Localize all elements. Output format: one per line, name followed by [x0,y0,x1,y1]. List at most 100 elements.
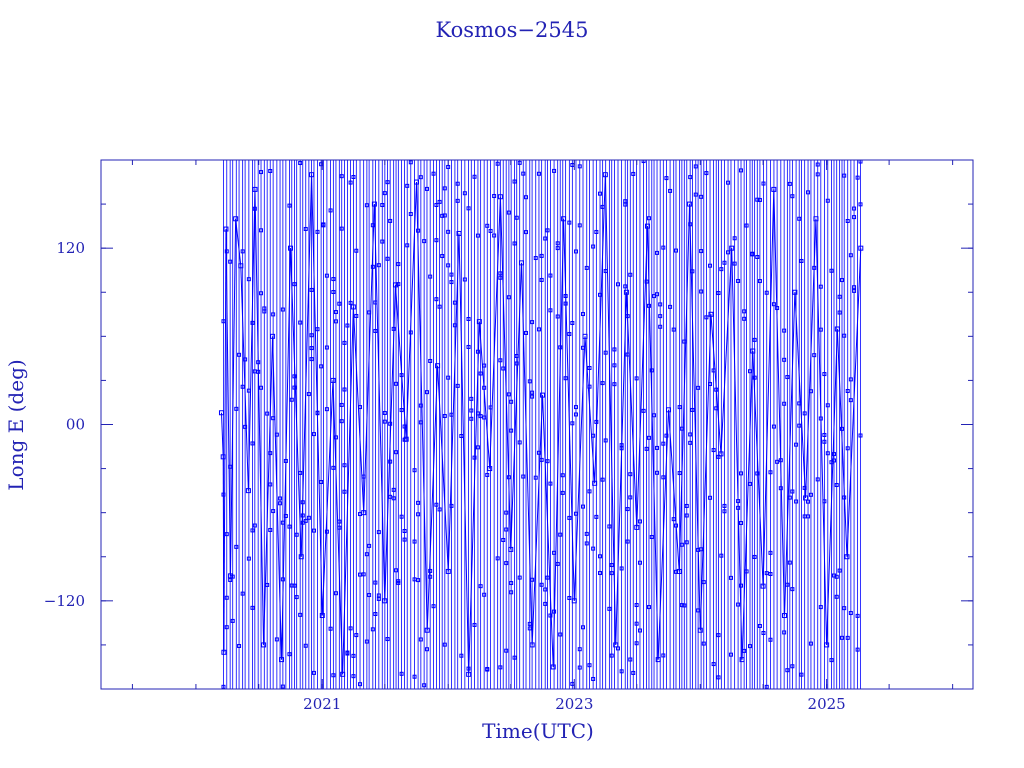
data-point [699,547,704,552]
data-point [671,517,676,522]
data-point [693,192,698,197]
data-point [388,218,393,223]
data-point [560,473,565,478]
data-point [364,552,369,557]
series-segment [220,412,224,457]
data-point [224,532,229,537]
data-point [246,388,251,393]
series-segment [321,380,334,616]
data-point [682,339,687,344]
data-point [829,268,834,273]
data-point [607,524,612,529]
series-segment [636,226,648,528]
data-point [708,263,713,268]
data-point [842,333,847,338]
data-point [658,302,663,307]
data-point [594,419,599,424]
series-segment [263,336,274,645]
data-point [512,655,517,660]
data-point [619,566,624,571]
data-point [587,663,592,668]
data-point [512,179,517,184]
data-point [530,390,535,395]
data-point [524,330,529,335]
data-point [280,577,285,582]
data-point [224,595,229,600]
data-point [530,577,535,582]
data-point [815,172,820,177]
data-point [714,406,719,411]
data-point [623,199,628,204]
data-point [655,292,660,297]
data-point [373,328,378,333]
x-ticks: 2021 2023 2025 [131,160,954,713]
data-point [649,368,654,373]
data-point [831,458,836,463]
data-point [840,426,845,431]
data-point [221,492,226,497]
data-point [512,241,517,246]
data-point [472,455,477,460]
data-point [808,492,813,497]
data-point [271,509,276,514]
data-point [722,503,727,508]
data-point [545,459,550,464]
data-point [237,352,242,357]
data-point [452,323,457,328]
series-layer [218,160,864,689]
data-point [625,352,630,357]
data-point [449,503,454,508]
data-point [646,435,651,440]
data-point [287,524,292,529]
data-point [558,632,563,637]
data-point [587,365,592,370]
data-point [527,379,532,384]
data-point [509,399,514,404]
data-point [609,571,614,576]
data-point [852,206,857,211]
data-point [690,269,695,274]
data-point [482,415,487,420]
data-point [294,532,299,537]
y-tick-label: 00 [66,416,85,434]
data-point [598,554,603,559]
series-segment [223,229,227,653]
series-segment [604,174,617,645]
data-point [852,285,857,290]
data-point [391,326,396,331]
data-point [634,621,639,626]
data-point [533,475,538,480]
data-point [303,643,308,648]
data-point [696,608,701,613]
data-point [628,272,633,277]
data-point [517,440,522,445]
data-point [416,228,421,233]
data-point [577,164,582,169]
data-point [806,190,811,195]
data-point [790,194,795,199]
data-point [688,432,693,437]
data-point [834,483,839,488]
data-point [688,440,693,445]
data-point [402,528,407,533]
data-point [434,202,439,207]
data-point [701,580,706,585]
data-point [459,653,464,658]
data-point [671,327,676,332]
data-point [328,626,333,631]
data-point [370,223,375,228]
data-point [280,684,285,689]
data-point [794,499,799,504]
data-point [818,416,823,421]
data-point [527,621,532,626]
series-segment [741,351,754,660]
series-segment [405,182,418,440]
data-point [455,181,460,186]
data-point [418,420,423,425]
data-point [416,500,421,505]
data-point [757,623,762,628]
data-point [294,595,299,600]
data-point [679,603,684,608]
data-point [699,249,704,254]
data-point [848,398,853,403]
